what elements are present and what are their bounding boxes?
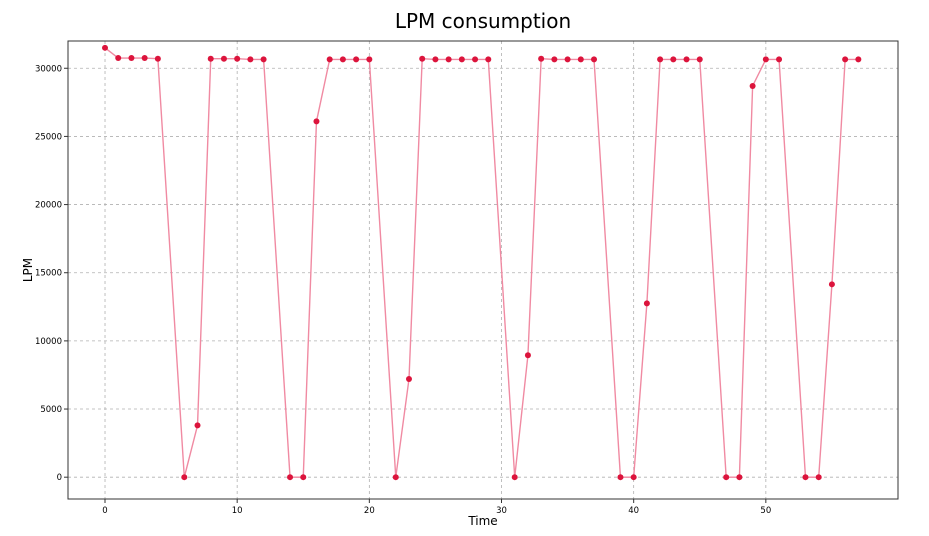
chart-title: LPM consumption bbox=[395, 9, 571, 33]
data-point bbox=[366, 56, 373, 63]
data-point bbox=[154, 55, 161, 62]
data-point bbox=[643, 300, 650, 307]
y-axis-ticks: 0 5000 10000 15000 20000 25000 30000 bbox=[35, 64, 68, 483]
data-point bbox=[776, 56, 783, 63]
x-tick-label: 30 bbox=[496, 506, 507, 516]
data-point bbox=[551, 56, 558, 63]
data-point bbox=[445, 56, 452, 63]
x-tick-label: 50 bbox=[760, 506, 771, 516]
data-point bbox=[683, 56, 690, 63]
data-point bbox=[696, 56, 703, 63]
data-point bbox=[511, 474, 518, 481]
data-point bbox=[617, 474, 624, 481]
y-axis-label: LPM bbox=[21, 258, 35, 282]
data-point bbox=[247, 56, 254, 63]
x-tick-label: 0 bbox=[102, 506, 107, 516]
y-tick-label: 0 bbox=[57, 473, 62, 483]
grid-lines bbox=[68, 41, 898, 499]
data-point bbox=[458, 56, 465, 63]
data-point bbox=[855, 56, 862, 63]
y-tick-label: 20000 bbox=[35, 201, 62, 211]
data-point bbox=[432, 56, 439, 63]
series-line-layer bbox=[104, 47, 859, 478]
data-point bbox=[828, 281, 835, 288]
data-point bbox=[670, 56, 677, 63]
data-point bbox=[392, 474, 399, 481]
data-point bbox=[802, 474, 809, 481]
y-tick-label: 5000 bbox=[40, 405, 62, 415]
plot-frame bbox=[67, 40, 899, 500]
data-point bbox=[194, 422, 201, 429]
data-point bbox=[485, 56, 492, 63]
data-point bbox=[419, 55, 426, 62]
x-tick-label: 40 bbox=[628, 506, 639, 516]
data-point bbox=[353, 56, 360, 63]
y-tick-label: 25000 bbox=[35, 132, 62, 142]
data-point bbox=[736, 474, 743, 481]
data-points bbox=[102, 44, 862, 481]
data-point bbox=[749, 82, 756, 89]
data-point bbox=[128, 55, 135, 62]
data-point bbox=[234, 55, 241, 62]
data-point bbox=[815, 474, 822, 481]
data-point bbox=[326, 56, 333, 63]
x-tick-label: 20 bbox=[364, 506, 375, 516]
data-point bbox=[339, 56, 346, 63]
data-point bbox=[102, 44, 109, 51]
data-point bbox=[181, 474, 188, 481]
data-point bbox=[762, 56, 769, 63]
x-tick-label: 10 bbox=[232, 506, 243, 516]
data-point bbox=[260, 56, 267, 63]
data-point bbox=[842, 56, 849, 63]
data-point bbox=[405, 376, 412, 383]
data-point bbox=[220, 55, 227, 62]
data-point bbox=[313, 118, 320, 125]
data-point bbox=[300, 474, 307, 481]
data-point bbox=[538, 55, 545, 62]
data-point bbox=[472, 56, 479, 63]
data-point bbox=[287, 474, 294, 481]
data-point bbox=[115, 55, 122, 62]
y-tick-label: 10000 bbox=[35, 337, 62, 347]
data-point bbox=[564, 56, 571, 63]
data-point bbox=[524, 352, 531, 359]
data-point bbox=[630, 474, 637, 481]
data-point bbox=[141, 55, 148, 62]
data-point bbox=[723, 474, 730, 481]
y-tick-label: 15000 bbox=[35, 269, 62, 279]
x-axis-ticks: 0 10 20 30 40 50 bbox=[102, 499, 771, 516]
y-tick-label: 30000 bbox=[35, 64, 62, 74]
data-point bbox=[577, 56, 584, 63]
data-point bbox=[657, 56, 664, 63]
x-axis-label: Time bbox=[467, 514, 497, 528]
data-point bbox=[591, 56, 598, 63]
series-line bbox=[104, 47, 859, 478]
data-point bbox=[207, 55, 214, 62]
